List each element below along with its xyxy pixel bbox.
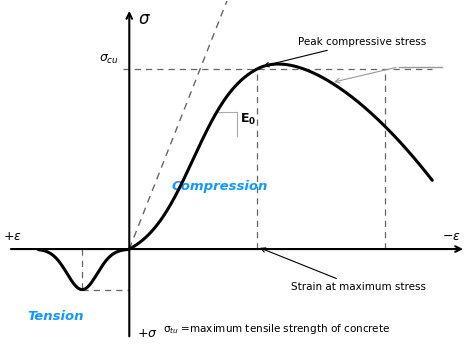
Text: $-\varepsilon$: $-\varepsilon$ [442, 230, 461, 244]
Text: $+\sigma$: $+\sigma$ [137, 327, 157, 340]
Text: $\sigma$: $\sigma$ [138, 10, 151, 28]
Text: Tension: Tension [27, 310, 83, 323]
Text: σ$_{tu}$ =maximum tensile strength of concrete: σ$_{tu}$ =maximum tensile strength of co… [163, 322, 390, 336]
Text: Strain at maximum stress: Strain at maximum stress [261, 248, 426, 292]
Text: Peak compressive stress: Peak compressive stress [264, 37, 426, 67]
Text: $+\varepsilon$: $+\varepsilon$ [3, 230, 22, 244]
Text: $\mathbf{E_0}$: $\mathbf{E_0}$ [240, 112, 256, 127]
Text: Compression: Compression [172, 179, 268, 193]
Text: $\sigma_{cu}$: $\sigma_{cu}$ [100, 53, 119, 67]
